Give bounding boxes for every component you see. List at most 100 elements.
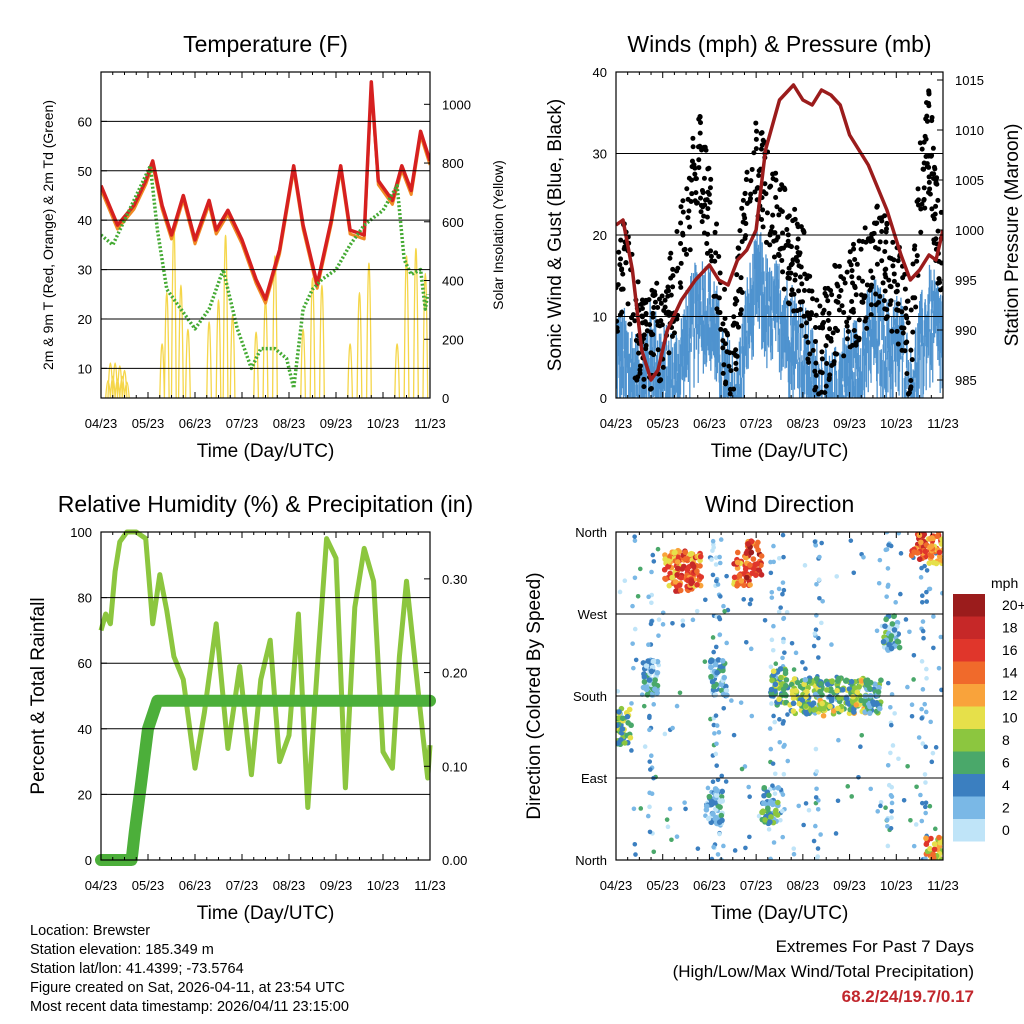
- gust-point: [687, 247, 693, 253]
- y-tick-label: 50: [78, 164, 92, 179]
- direction-point: [669, 574, 675, 581]
- direction-point: [784, 609, 790, 615]
- direction-point: [632, 841, 638, 847]
- x-tick-label: 09/23: [320, 416, 353, 431]
- gust-point: [697, 130, 703, 136]
- temperature-plot-area: [101, 80, 430, 398]
- gust-point: [786, 213, 792, 219]
- direction-point: [724, 640, 729, 646]
- x-tick-label: 06/23: [693, 878, 726, 893]
- direction-point: [768, 814, 774, 820]
- direction-point: [889, 808, 894, 814]
- gust-point: [803, 333, 809, 339]
- gust-point: [722, 286, 728, 292]
- direction-point: [678, 574, 685, 581]
- legend-swatch: [953, 706, 985, 729]
- gust-point: [926, 190, 932, 196]
- gust-point: [642, 319, 648, 325]
- gust-point: [805, 310, 811, 316]
- direction-point: [919, 593, 925, 598]
- gust-point: [812, 387, 818, 393]
- direction-point: [711, 844, 716, 850]
- direction-point: [799, 697, 806, 703]
- gust-point: [921, 196, 927, 202]
- gust-point: [748, 178, 754, 184]
- direction-point: [705, 815, 712, 822]
- direction-point: [713, 792, 720, 798]
- gust-point: [689, 158, 695, 164]
- gust-point: [641, 376, 647, 382]
- direction-point: [742, 566, 749, 572]
- direction-point: [677, 690, 683, 696]
- gust-point: [720, 370, 726, 376]
- direction-point: [818, 832, 823, 837]
- direction-point: [933, 869, 939, 875]
- gust-point: [918, 206, 924, 212]
- direction-point: [718, 812, 725, 819]
- direction-point: [758, 572, 765, 578]
- direction-point: [646, 642, 651, 648]
- extremes-summary: Extremes For Past 7 Days (High/Low/Max W…: [673, 934, 974, 1009]
- direction-point: [633, 852, 638, 857]
- direction-point: [723, 779, 729, 784]
- direction-point: [930, 854, 937, 860]
- gust-point: [616, 325, 620, 331]
- direction-point: [721, 705, 727, 711]
- gust-point: [895, 301, 901, 307]
- direction-point: [813, 795, 819, 800]
- direction-point: [682, 556, 689, 562]
- direction-point: [781, 616, 786, 622]
- gust-point: [853, 333, 859, 339]
- gust-point: [781, 286, 787, 292]
- direction-point: [717, 831, 722, 837]
- gust-point: [926, 103, 932, 109]
- direction-point: [631, 665, 636, 671]
- direction-plot-area: [616, 532, 943, 875]
- direction-point: [907, 629, 912, 635]
- direction-point: [922, 772, 928, 777]
- gust-point: [931, 240, 937, 246]
- y2-tick-label: 1000: [442, 97, 471, 112]
- direction-point: [928, 866, 934, 872]
- gust-point: [910, 261, 916, 267]
- direction-point: [680, 623, 686, 628]
- y2-tick-label: 0.10: [442, 759, 467, 774]
- gust-point: [910, 329, 916, 335]
- gust-point: [884, 307, 890, 313]
- gust-point: [864, 282, 870, 288]
- direction-point: [936, 867, 942, 873]
- direction-point: [889, 800, 895, 806]
- direction-point: [647, 804, 652, 810]
- gust-point: [717, 310, 723, 316]
- direction-point: [924, 589, 929, 595]
- direction-point: [911, 549, 917, 555]
- x-tick-label: 06/23: [179, 878, 212, 893]
- x-tick-label: 10/23: [367, 878, 400, 893]
- direction-point: [747, 582, 753, 588]
- gust-point: [735, 245, 741, 251]
- gust-point: [825, 317, 831, 323]
- gust-point: [714, 306, 720, 312]
- y-tick-label: West: [578, 607, 608, 622]
- direction-point: [744, 574, 750, 581]
- gust-point: [779, 245, 785, 251]
- gust-point: [795, 236, 801, 242]
- gust-point: [926, 89, 932, 95]
- y-tick-label: 0: [85, 853, 92, 868]
- gust-point: [714, 221, 720, 227]
- direction-point: [771, 543, 776, 549]
- y2-tick-label: 0.30: [442, 572, 467, 587]
- direction-point: [714, 741, 719, 747]
- direction-point: [780, 721, 786, 726]
- gust-point: [649, 287, 655, 293]
- direction-point: [714, 763, 720, 768]
- direction-point: [713, 562, 719, 567]
- gust-point: [836, 307, 842, 313]
- plot-frame: [615, 531, 944, 861]
- y2-tick-label: 1000: [955, 223, 984, 238]
- direction-point: [718, 594, 723, 599]
- gust-point: [879, 258, 885, 264]
- legend-label: 14: [1002, 665, 1018, 681]
- direction-point: [851, 570, 857, 576]
- gust-point: [785, 238, 791, 244]
